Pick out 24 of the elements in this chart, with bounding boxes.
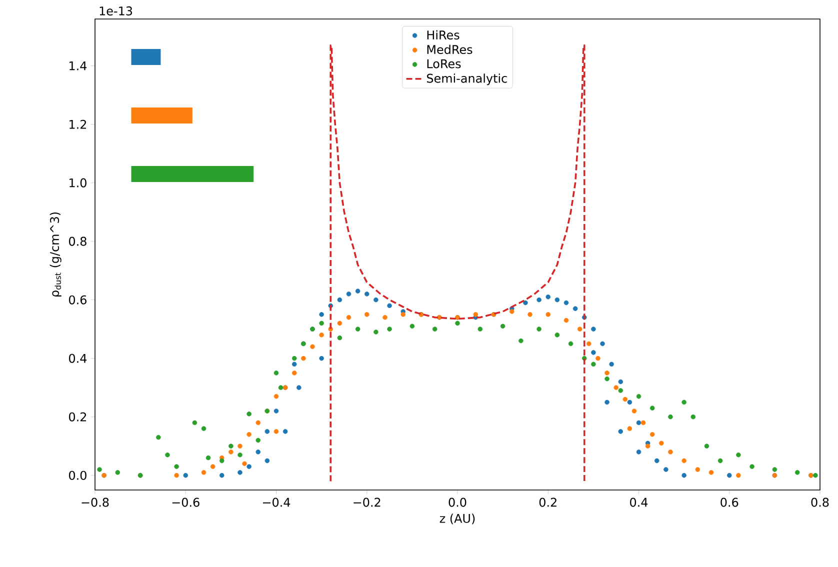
y-tick-label: 1.2 (70, 120, 86, 129)
legend-label: Semi-analytic (426, 74, 507, 86)
legend-label: HiRes (427, 30, 460, 40)
legend-label: LoRes (427, 59, 461, 68)
y-tick-label: 0.0 (68, 470, 86, 480)
x-tick-label: 0.6 (720, 498, 738, 507)
legend-label: MedRes (427, 44, 472, 54)
x-tick-label: 0.4 (630, 498, 648, 507)
x-tick-label: 0.0 (448, 498, 466, 507)
y-tick-label: 1.4 (70, 61, 87, 70)
y-tick-label: 1.0 (70, 178, 86, 188)
x-tick-label: −0.4 (263, 498, 290, 507)
y-tick-label: 0.2 (68, 412, 86, 422)
x-tick-label: 0.8 (811, 498, 829, 507)
text: 1e-13 (100, 6, 132, 16)
y-tick-label: 0.8 (68, 236, 86, 246)
x-axis-title: z (AU) (440, 514, 475, 524)
y-tick-label: 0.6 (68, 295, 86, 304)
x-tick-label: 0.2 (539, 498, 556, 507)
x-tick-label: −0.2 (354, 498, 380, 507)
y-axis-title: ρ$_{dust}$ (g/cm^3) (50, 212, 62, 296)
y-tick-label: 0.4 (68, 354, 87, 363)
x-tick-label: −0.6 (172, 498, 200, 507)
x-tick-label: −0.8 (82, 498, 109, 507)
